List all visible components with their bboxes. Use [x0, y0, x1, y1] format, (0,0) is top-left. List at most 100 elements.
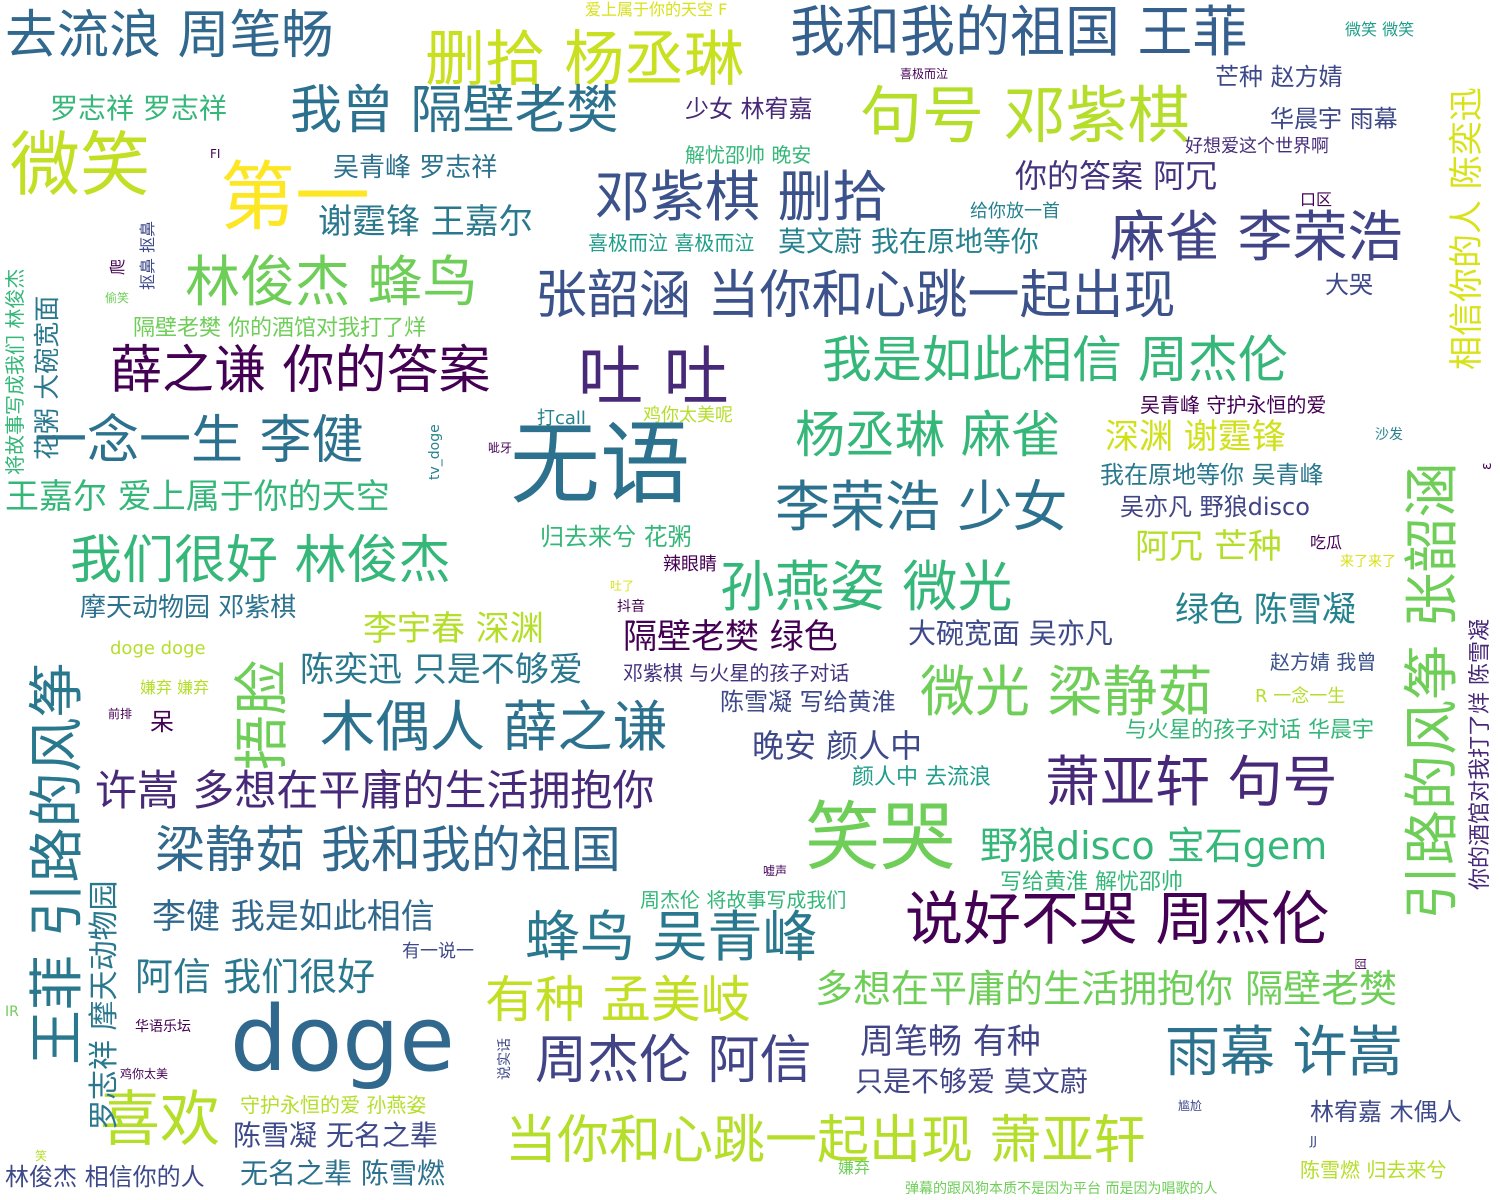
word: 有一说一	[402, 941, 474, 962]
word: 一念一生 李健	[35, 411, 364, 471]
word: 邓紫棋 删拾	[595, 165, 888, 229]
word: 阿信 我们很好	[135, 955, 376, 999]
word: 大哭	[1325, 271, 1373, 299]
word: 我曾 隔壁老樊	[290, 81, 619, 141]
word: 我在原地等你 吴青峰	[1100, 461, 1324, 489]
word: 吃瓜	[1310, 533, 1343, 552]
word: 说实话	[497, 1038, 513, 1080]
word: 微笑	[10, 124, 150, 206]
word: 口区	[1300, 190, 1333, 209]
word: 与火星的孩子对话 华晨宇	[1125, 718, 1374, 743]
word: 爬	[108, 258, 127, 275]
word: 陈雪燃 归去来兮	[1300, 1158, 1447, 1182]
word: 林俊杰 相信你的人	[5, 1163, 205, 1191]
word: 我是如此相信 周杰伦	[822, 331, 1288, 389]
word: 陈奕迅 只是不够爱	[300, 650, 583, 690]
word: 林宥嘉 木偶人	[1310, 1098, 1462, 1126]
word: 阿冗 芒种	[1135, 527, 1282, 567]
word: 笑哭	[805, 793, 956, 881]
word: 打call	[537, 408, 586, 429]
word: 莫文蔚 我在原地等你	[778, 225, 1039, 258]
word: 喜欢	[100, 1085, 220, 1155]
word: 抠鼻 抠鼻	[138, 220, 157, 290]
word: 摩天动物园 邓紫棋	[80, 593, 297, 623]
word: FI	[210, 147, 221, 161]
word: 嫌弃 嫌弃	[140, 678, 210, 697]
word: 周杰伦 阿信	[535, 1031, 812, 1091]
word: R 一念一生	[1255, 686, 1346, 707]
word: 多想在平庸的生活拥抱你 隔壁老樊	[815, 967, 1398, 1011]
word: 给你放一首	[970, 201, 1060, 222]
word: 来了来了	[1340, 554, 1396, 570]
word: 陈雪凝 无名之辈	[233, 1119, 438, 1152]
word: 张韶涵 当你和心跳一起出现	[535, 266, 1176, 326]
word: 去流浪 周笔畅	[5, 6, 334, 66]
word: 陈雪凝 写给黄淮	[720, 688, 896, 716]
word: 喜极而泣 喜极而泣	[588, 231, 755, 255]
word: doge doge	[110, 638, 206, 659]
word: 捂脸	[230, 659, 294, 770]
word: 华语乐坛	[135, 1019, 191, 1035]
word: 引路的风筝 张韶涵	[1400, 462, 1464, 920]
word: 邓紫棋 与火星的孩子对话	[623, 661, 850, 685]
word: 林俊杰 蜂鸟	[185, 250, 478, 314]
word: 华晨宇 雨幕	[1270, 105, 1398, 133]
word: 当你和心跳一起出现 萧亚轩	[505, 1111, 1146, 1171]
word: 隔壁老樊 绿色	[623, 617, 838, 657]
word: doge	[230, 987, 455, 1092]
word: 相信你的人 陈奕迅	[1447, 87, 1487, 370]
word: 周杰伦 将故事写成我们	[640, 888, 847, 912]
word: 野狼disco 宝石gem	[980, 824, 1328, 868]
word: 囧	[1354, 957, 1368, 970]
word: 将故事写成我们 林俊杰	[3, 268, 27, 475]
word: 周笔畅 有种	[860, 1022, 1041, 1062]
word: 薛之谦 你的答案	[110, 341, 491, 401]
word: 罗志祥 罗志祥	[50, 92, 227, 125]
word: 许嵩 多想在平庸的生活拥抱你	[95, 766, 655, 815]
word: 吴青峰 罗志祥	[333, 153, 498, 183]
word: 你的酒馆对我打了烊 陈雪凝	[1468, 619, 1493, 890]
word: 大碗宽面 吴亦凡	[908, 617, 1113, 650]
word: 好想爱这个世界啊	[1185, 136, 1329, 157]
word: 梁静茹 我和我的祖国	[155, 821, 621, 879]
word: 第一	[220, 153, 371, 241]
word: JJ	[1310, 1134, 1318, 1148]
word: 前排	[108, 707, 133, 721]
word: 说好不哭 周杰伦	[905, 885, 1330, 953]
word: 吐了	[610, 579, 635, 593]
word: 谢霆锋 王嘉尔	[318, 202, 533, 242]
word: 爱上属于你的天空 F	[585, 0, 728, 19]
word: 吐 吐	[578, 340, 729, 415]
word: 晚安 颜人中	[752, 727, 923, 765]
word: 嫌弃	[838, 1158, 871, 1177]
word: tv_doge	[427, 424, 443, 480]
word: 沙发	[1375, 427, 1403, 443]
word: 李宇春 深渊	[363, 609, 544, 649]
word: 杨丞琳 麻雀	[795, 406, 1061, 464]
word: 雨幕 许嵩	[1165, 1020, 1403, 1084]
word: 写给黄淮 解忧邵帅	[1000, 870, 1183, 895]
word: 王菲 引路的风筝	[25, 662, 89, 1065]
word: 隔壁老樊 你的酒馆对我打了烊	[133, 316, 426, 341]
word: 无名之辈 陈雪燃	[240, 1157, 445, 1190]
word: 笑	[35, 1149, 48, 1163]
word: 守护永恒的爱 孙燕姿	[240, 1093, 427, 1117]
word: 罗志祥 摩天动物园	[87, 880, 122, 1130]
word: 萧亚轩 句号	[1045, 750, 1338, 814]
word: IR	[5, 1004, 19, 1020]
word: 归去来兮 花粥	[540, 523, 692, 551]
word: 吴青峰 守护永恒的爱	[1140, 393, 1327, 417]
word: 王嘉尔 爱上属于你的天空	[5, 477, 390, 517]
word: 赵方婧 我曾	[1270, 650, 1377, 674]
word: 花粥 大碗宽面	[33, 295, 63, 460]
word: 句号 邓紫棋	[860, 79, 1190, 152]
word: 鸡你太美	[120, 1067, 169, 1081]
word: 呆	[150, 708, 174, 736]
word: 我们很好 林俊杰	[70, 531, 451, 591]
word: 蜂鸟 吴青峰	[525, 905, 818, 969]
word: 李荣浩 少女	[775, 475, 1068, 539]
word: 绿色 陈雪凝	[1175, 590, 1356, 630]
word: 鸡你太美呢	[643, 405, 733, 426]
word: 微笑 微笑	[1345, 20, 1415, 39]
